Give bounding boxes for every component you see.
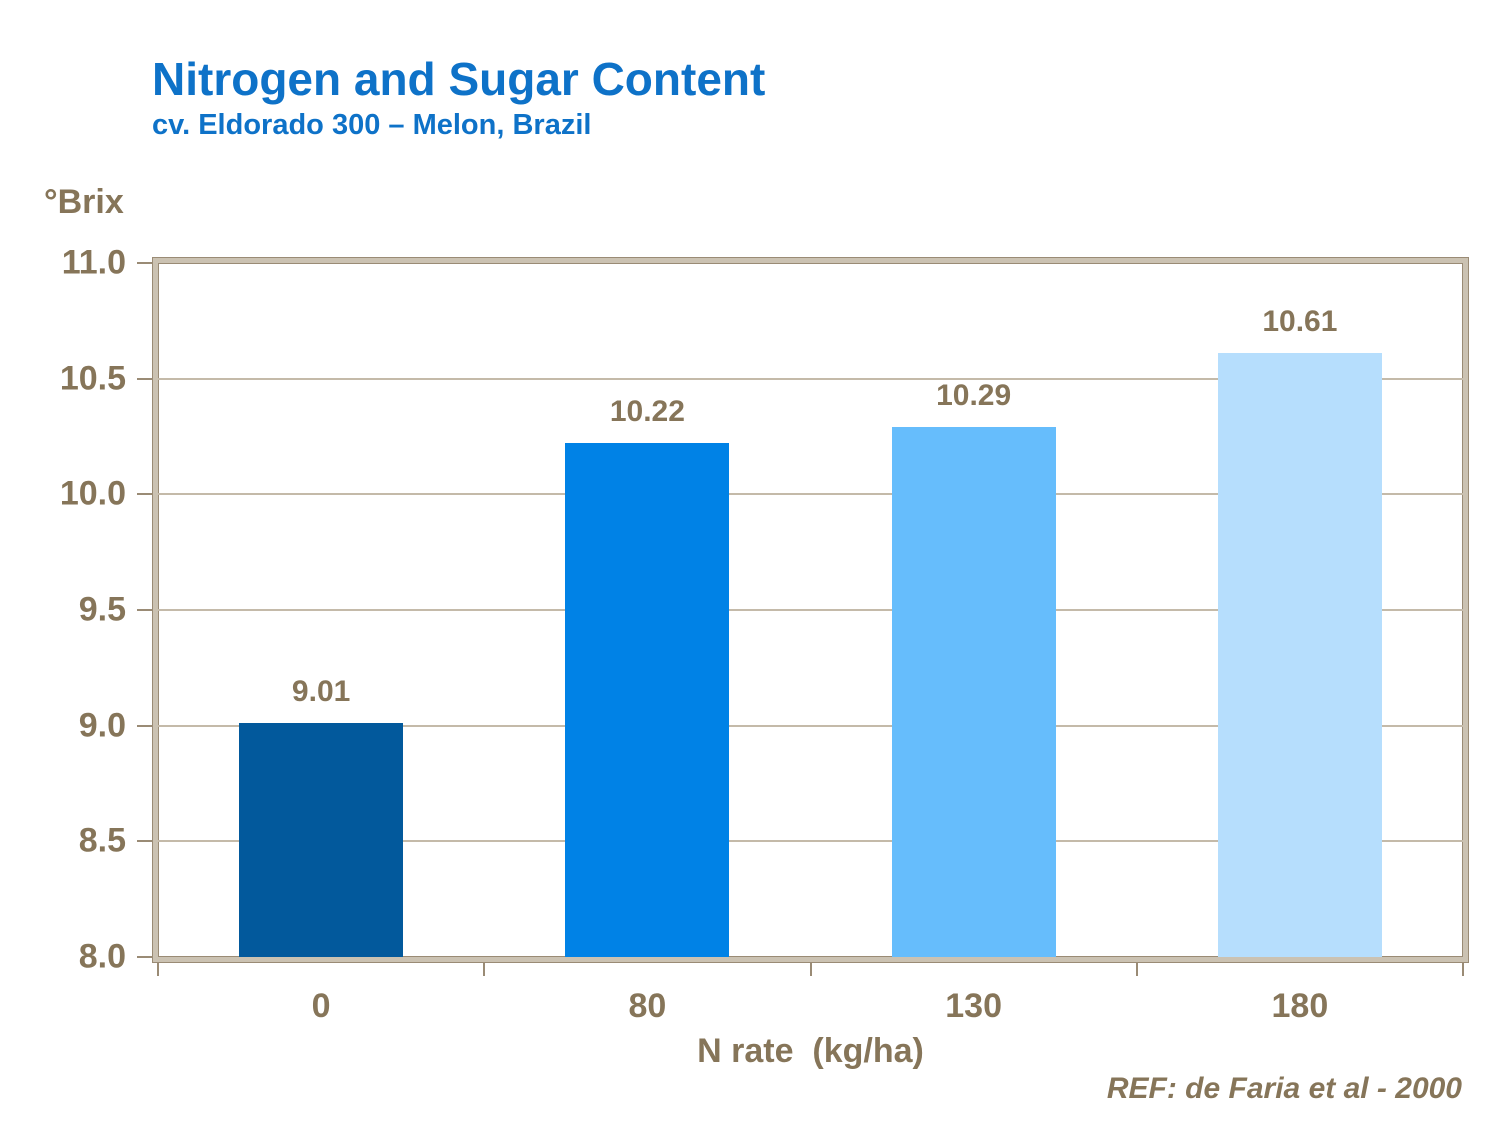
gridline — [158, 609, 1463, 611]
plot-area: 11.0 10.5 10.0 9.5 9.0 8.5 8.0 9.01 0 10.22 80 10.2… — [60, 244, 1468, 1025]
gridline — [158, 724, 1463, 727]
x-axis-category-label: 0 — [311, 987, 331, 1025]
y-axis-tick — [137, 493, 153, 496]
x-axis-category-label: 80 — [628, 987, 667, 1025]
y-axis-tick-label: 9.5 — [78, 590, 126, 629]
y-axis-tick — [137, 609, 153, 611]
x-axis-tick — [1135, 962, 1138, 976]
y-axis-tick-label: 10.0 — [59, 474, 126, 513]
x-axis-tick — [809, 962, 812, 976]
y-axis-tick — [137, 262, 153, 264]
bar-value-label: 10.61 — [1262, 305, 1338, 339]
gridline — [158, 493, 1463, 496]
x-axis-category-label: 180 — [1271, 987, 1329, 1025]
x-axis-category-label: 130 — [945, 987, 1002, 1025]
y-axis-tick — [137, 840, 153, 843]
y-axis-tick — [137, 956, 153, 958]
bar — [1217, 353, 1382, 957]
gridline — [158, 377, 1463, 380]
bar-chart: 11.0 10.5 10.0 9.5 9.0 8.5 8.0 9.01 0 10.22 80 10.2… — [60, 244, 1468, 1025]
x-axis-tick — [1462, 962, 1464, 976]
x-axis-title: N rate (kg/ha) — [697, 1032, 924, 1070]
bar-value-label: 10.29 — [936, 379, 1012, 413]
y-axis-unit-label: °Brix — [44, 183, 124, 221]
bar — [239, 723, 404, 957]
reference-text: REF: de Faria et al - 2000 — [1106, 1072, 1462, 1105]
gridline — [158, 840, 1463, 843]
chart-header: Nitrogen and Sugar Content cv. Eldorado … — [152, 53, 766, 142]
bar-value-label: 10.22 — [609, 395, 685, 429]
y-axis-tick — [137, 724, 153, 727]
y-axis-tick-label: 8.5 — [78, 821, 126, 860]
y-axis-tick-label: 11.0 — [61, 243, 126, 282]
chart-title: Nitrogen and Sugar Content — [152, 53, 766, 105]
x-axis-tick — [483, 962, 486, 976]
bar — [891, 427, 1056, 957]
bar — [565, 443, 730, 957]
bar-value-label: 9.01 — [291, 675, 351, 709]
y-axis-tick-label: 9.0 — [78, 706, 126, 745]
y-axis-tick-label: 8.0 — [78, 937, 126, 976]
y-axis-tick — [137, 377, 153, 380]
y-axis-tick-label: 10.5 — [59, 359, 126, 398]
x-axis-tick — [157, 962, 159, 976]
chart-subtitle: cv. Eldorado 300 – Melon, Brazil — [152, 108, 592, 141]
